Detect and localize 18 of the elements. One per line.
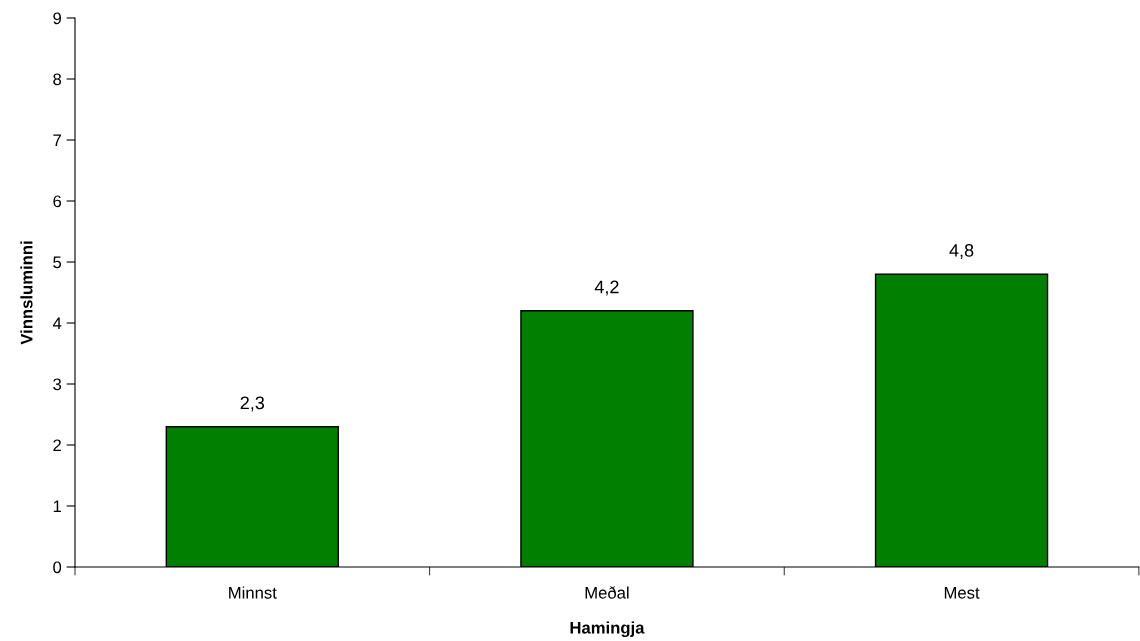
y-tick-label: 0 [53,561,62,574]
y-tick-label: 6 [53,195,62,208]
y-tick-label: 2 [53,439,61,452]
y-tick-label: 7 [53,134,61,147]
x-tick-label: Meðal [585,586,629,599]
data-label: 4,2 [594,280,619,296]
data-label: 4,8 [949,243,974,259]
x-tick-label: Mest [944,587,980,599]
data-label: 2,3 [240,396,265,412]
x-axis-title: Hamingja [570,621,645,638]
y-tick-label: 1 [53,500,61,513]
y-tick-label: 4 [52,317,62,330]
y-tick-label: 9 [53,12,62,25]
y-axis-title: Vinnsluminni [20,241,33,345]
y-tick-label: 3 [53,378,62,391]
y-tick-label: 8 [53,73,62,86]
y-tick-label: 5 [53,256,62,269]
x-tick-label: Minnst [229,586,277,599]
